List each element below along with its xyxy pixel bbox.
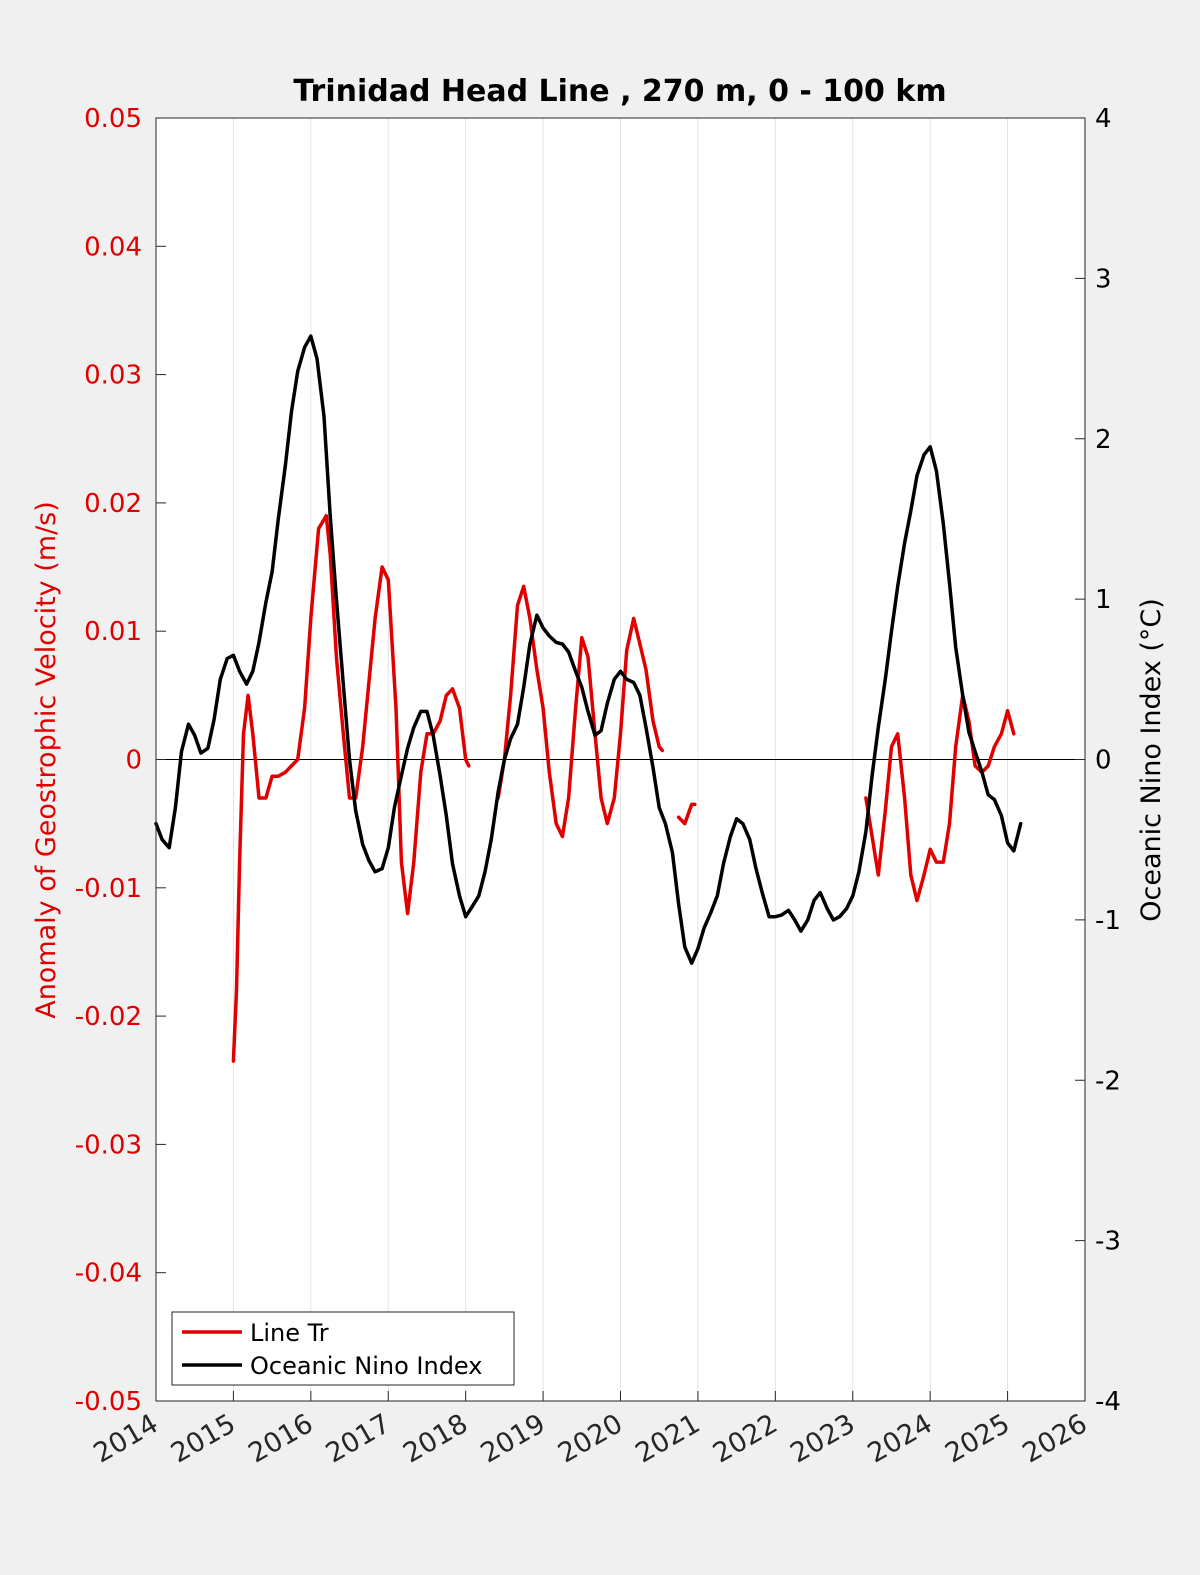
x-tick-label: 2018 [398, 1408, 473, 1469]
x-tick-label: 2026 [1017, 1408, 1092, 1469]
left-y-tick-label: 0.05 [84, 104, 142, 134]
left-y-tick-label: 0.04 [84, 232, 142, 262]
left-y-tick-label: -0.05 [75, 1387, 142, 1417]
x-tick-label: 2022 [708, 1408, 783, 1469]
left-y-tick-label: -0.03 [75, 1130, 142, 1160]
left-y-tick-label: 0.01 [84, 617, 142, 647]
x-tick-label: 2021 [630, 1408, 705, 1469]
x-tick-label: 2023 [785, 1408, 860, 1469]
right-y-tick-label: 3 [1095, 264, 1112, 294]
right-y-tick-label: -4 [1095, 1387, 1121, 1417]
right-y-axis-label: Oceanic Nino Index (°C) [1136, 598, 1167, 922]
x-tick-label: 2015 [166, 1408, 241, 1469]
right-y-axis: 4 3 2 1 0 -1 -2 -3 -4 [1075, 104, 1121, 1417]
left-y-tick-label: -0.04 [75, 1259, 142, 1289]
right-y-tick-label: -2 [1095, 1066, 1121, 1096]
right-y-tick-label: -3 [1095, 1227, 1121, 1257]
left-y-tick-label: 0.03 [84, 361, 142, 391]
series-layer [154, 334, 1023, 1063]
line-tr-series-segment [676, 802, 697, 826]
right-y-tick-label: 2 [1095, 425, 1112, 455]
line-tr-series-segment [496, 584, 665, 839]
legend-label-oni: Oceanic Nino Index [250, 1352, 482, 1380]
right-y-tick-label: -1 [1095, 906, 1121, 936]
legend: Line Tr Oceanic Nino Index [171, 1311, 515, 1386]
right-y-tick-label: 4 [1095, 104, 1112, 134]
left-y-tick-label: -0.02 [75, 1002, 142, 1032]
left-y-axis: 0.05 0.04 0.03 0.02 0.01 0 -0.01 -0.02 -0.03 -0.0… [75, 104, 166, 1417]
x-tick-label: 2014 [88, 1408, 163, 1469]
right-y-tick-label: 0 [1095, 746, 1112, 776]
left-y-tick-label: 0.02 [84, 489, 142, 519]
legend-label-line-tr: Line Tr [250, 1319, 329, 1347]
left-y-axis-label: Anomaly of Geostrophic Velocity (m/s) [31, 501, 62, 1019]
chart-title: Trinidad Head Line , 270 m, 0 - 100 km [293, 74, 946, 109]
right-y-tick-label: 1 [1095, 585, 1112, 615]
left-y-tick-label: -0.01 [75, 874, 142, 904]
x-tick-label: 2020 [553, 1408, 628, 1469]
legend-box [171, 1311, 515, 1386]
x-tick-label: 2016 [243, 1408, 318, 1469]
left-y-tick-label: 0 [125, 746, 142, 776]
x-tick-label: 2025 [940, 1408, 1015, 1469]
line-tr-series-segment [231, 513, 471, 1063]
x-axis: 2014 2015 2016 2017 2018 2019 2020 2021 2022 2023… [88, 1391, 1093, 1469]
oni-series-line [154, 334, 1023, 965]
x-tick-label: 2017 [321, 1408, 396, 1469]
x-tick-label: 2024 [863, 1408, 938, 1469]
line-tr-series-segment [864, 693, 1016, 903]
x-tick-label: 2019 [476, 1408, 551, 1469]
